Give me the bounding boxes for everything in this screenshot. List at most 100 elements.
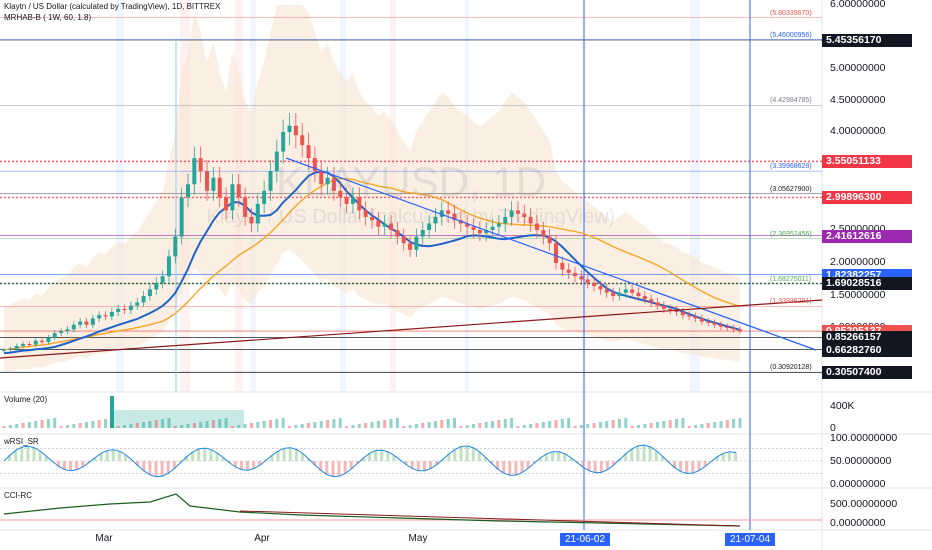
candle-body [465,223,470,227]
volume-bar [484,422,488,428]
wrsi-bar [526,461,530,468]
volume-bar [59,426,63,428]
highlight-band [116,0,124,392]
volume-bar [567,418,571,428]
wrsi-bar [270,455,274,461]
candle-body [490,226,495,230]
wrsi-line [3,444,737,478]
volume-bar [275,419,279,428]
wrsi-bar [252,461,256,469]
wrsi-bar [435,461,439,465]
wrsi-bar [429,461,432,469]
wrsi-bar [422,461,426,471]
wrsi-bar [319,461,323,471]
candle-body [268,171,273,191]
wrsi-bar [453,449,457,461]
price-cloud [4,5,740,372]
volume-bar [414,424,418,428]
volume-axis-label: 400K [830,400,855,412]
candle-body [642,296,647,300]
wrsi-bar [233,461,237,468]
volume-bar [478,423,482,428]
time-axis-label: 21-07-04 [724,533,776,546]
candle-body [477,230,482,234]
wrsi-axis-label: 0.00000000 [830,478,886,490]
volume-bar [459,426,463,428]
wrsi-bar [734,452,737,461]
volume-bar [452,418,456,428]
price-axis-label: 6.00000000 [830,0,886,10]
candle-body [370,216,374,221]
volume-bar [351,425,355,428]
candle-body [706,321,711,323]
volume-bar [332,419,336,428]
wrsi-bar [691,461,695,473]
volume-bar [579,425,583,428]
candle-body [547,236,552,244]
volume-bar [630,426,634,428]
wrsi-bar [355,461,359,464]
wrsi-bar [246,461,249,471]
moving-average-line [3,177,741,351]
volume-bar [395,418,399,428]
candle-body [376,220,381,227]
fib-level-label: (5.46000956) [770,31,812,39]
price-tag: 2.99896300 [822,191,912,205]
volume-bar [142,422,146,428]
wrsi-bar [166,461,170,474]
candle-body [154,282,159,290]
wrsi-bar [514,461,518,475]
wrsi-bar [142,461,146,472]
candle-body [65,329,70,332]
volume-bar [129,424,133,428]
volume-bar [370,422,374,428]
volume-bar [180,425,184,428]
downtrend-line [285,157,817,351]
volume-bar [376,421,380,428]
volume-bar [110,396,114,428]
volume-bar [161,419,165,428]
volume-bar [8,425,12,428]
candle-body [116,308,121,312]
wrsi-bar [130,460,134,461]
wrsi-bar [502,461,506,474]
volume-bar [535,423,539,428]
candle-body [636,292,641,296]
candle-body [287,125,292,132]
wrsi-bar [337,461,341,477]
wrsi-bar [721,453,725,461]
volume-bar [307,423,311,428]
volume-bar [681,418,685,428]
wrsi-bar [178,461,182,463]
wrsi-bar [697,461,701,471]
wrsi-bar [239,461,243,470]
volume-bar [65,425,69,428]
volume-bar [503,419,507,428]
candle-body [27,344,32,345]
candle-body [293,125,298,136]
volume-bar [78,423,82,428]
wrsi-bar [93,457,97,461]
wrsi-axis-label: 100.00000000 [830,432,898,444]
volume-bar [465,425,469,428]
wrsi-bar [386,451,390,461]
volume-bar [345,426,349,428]
candle-body [363,210,368,217]
wrsi-bar [398,460,402,461]
wrsi-bar [197,448,201,461]
wrsi-bar [185,456,188,461]
candle-body [674,310,679,312]
volume-bar [611,420,615,428]
wrsi-bar [471,447,475,461]
cci-pane-title: CCI-RC [4,491,32,500]
volume-bar [97,420,101,428]
candle-body [598,286,603,290]
wrsi-bar [685,461,689,474]
candle-body [541,230,546,237]
volume-bar [700,424,704,428]
volume-area [114,410,244,428]
wrsi-bar [81,461,85,467]
fib-level-label: (1.68275011) [770,275,812,283]
price-axis-label: 5.00000000 [830,62,886,74]
